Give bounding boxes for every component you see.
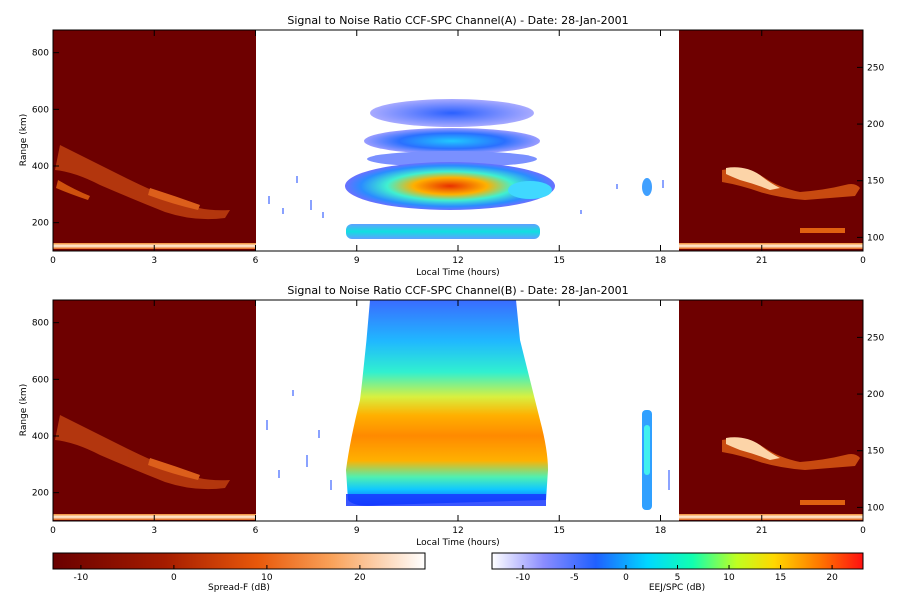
y2-tick-label: 100 [867,503,884,513]
panel-a-layer-upper-1 [370,99,534,127]
panel-b: Signal to Noise Ratio CCF-SPC Channel(B)… [19,284,884,548]
y-tick-label: 400 [32,162,49,172]
panel-a-ylabel: Range (km) [19,114,29,166]
x-tick-label: 0 [860,526,866,536]
y2-tick-label: 250 [867,63,884,73]
x-tick-label: 18 [655,256,667,266]
panel-a-layer-main [345,162,555,210]
panel-b-spreadf-plume-left [55,415,230,490]
colorbar-tick-label: 20 [354,573,366,583]
y2-tick-label: 150 [867,177,884,187]
colorbar-spread-f-label: Spread-F (dB) [208,583,270,593]
x-tick-label: 6 [253,526,259,536]
y2-tick-label: 100 [867,233,884,243]
x-tick-label: 15 [554,256,565,266]
x-tick-label: 15 [554,526,565,536]
panel-a-layer-low [346,224,540,239]
colorbar-eej: -10 -5 0 5 10 15 20 EEJ/SPC (dB) [491,552,864,593]
y2-tick-label: 200 [867,390,884,400]
colorbar-tick-label: 0 [623,573,629,583]
panel-a-eej-features [268,99,664,239]
panel-a-spreadf-night-after [679,30,863,251]
panel-a-plot [52,29,864,252]
x-tick-label: 3 [151,526,157,536]
colorbar-tick-label: 20 [826,573,838,583]
y2-tick-label: 200 [867,120,884,130]
x-tick-label: 3 [151,256,157,266]
panel-a-title: Signal to Noise Ratio CCF-SPC Channel(A)… [287,14,628,27]
panel-b-layer-main [346,300,548,506]
panel-b-spreadf-plume-right [722,437,860,505]
panel-a: Signal to Noise Ratio CCF-SPC Channel(A)… [19,14,884,278]
panel-a-spreadf-plume-left [55,145,230,220]
x-tick-label: 21 [756,526,767,536]
panel-b-layer-base [346,494,546,506]
panel-a-layer-upper-2 [364,128,540,154]
colorbar-tick-label: 5 [675,573,681,583]
panel-a-spreadf-night-before [53,30,256,251]
panel-b-spreadf-night-before [53,300,256,521]
panel-b-ground-echo-right [679,514,863,520]
panel-b-spreadf-night-after [679,300,863,521]
y-tick-label: 600 [32,375,49,385]
x-tick-label: 18 [655,526,667,536]
x-tick-label: 12 [452,256,463,266]
panel-a-spreadf-plume-right [722,167,860,233]
panel-b-y2-ticks: 100 150 200 250 [857,333,884,513]
y2-tick-label: 250 [867,333,884,343]
y-tick-label: 200 [32,489,49,499]
colorbar-tick-label: 10 [261,573,273,583]
panel-a-evening-echo [642,178,652,196]
panel-a-xlabel: Local Time (hours) [416,268,499,278]
colorbar-spread-f-bar [52,552,426,570]
x-tick-label: 9 [354,256,360,266]
colorbar-tick-label: 15 [775,573,786,583]
x-tick-label: 12 [452,526,463,536]
y-tick-label: 400 [32,432,49,442]
panel-a-y2-ticks: 100 150 200 250 [857,63,884,243]
y-tick-label: 800 [32,49,49,59]
x-tick-label: 0 [50,256,56,266]
panel-b-ylabel: Range (km) [19,384,29,436]
colorbar-tick-label: -5 [570,573,579,583]
y2-tick-label: 150 [867,447,884,457]
panel-a-y-ticks: 200 400 600 800 [32,49,59,229]
panel-a-layer-main-tail [508,181,552,199]
y-tick-label: 600 [32,105,49,115]
x-tick-label: 21 [756,256,767,266]
panel-b-x-ticks: 0 3 6 9 12 15 18 21 0 [50,300,866,536]
y-tick-label: 800 [32,319,49,329]
panel-a-x-ticks: 0 3 6 9 12 15 18 21 0 [50,30,866,266]
y-tick-label: 200 [32,219,49,229]
panel-b-plot [52,299,864,522]
colorbar-tick-label: 0 [171,573,177,583]
colorbar-spread-f: -10 0 10 20 Spread-F (dB) [52,552,426,593]
panel-b-xlabel: Local Time (hours) [416,538,499,548]
colorbar-tick-label: -10 [74,573,89,583]
x-tick-label: 0 [860,256,866,266]
x-tick-label: 6 [253,256,259,266]
panel-a-ground-echo-right [679,243,863,249]
panel-b-y-ticks: 200 400 600 800 [32,319,59,499]
colorbar-eej-ticks: -10 -5 0 5 10 15 20 [516,565,838,583]
panel-a-layer-upper-3 [367,151,537,167]
colorbar-eej-label: EEJ/SPC (dB) [649,583,705,593]
colorbar-tick-label: 10 [723,573,735,583]
x-tick-label: 9 [354,526,360,536]
colorbar-tick-label: -10 [516,573,531,583]
x-tick-label: 0 [50,526,56,536]
colorbar-spread-f-ticks: -10 0 10 20 [74,565,366,583]
panel-b-title: Signal to Noise Ratio CCF-SPC Channel(B)… [287,284,628,297]
panel-b-eej-features [266,300,670,510]
